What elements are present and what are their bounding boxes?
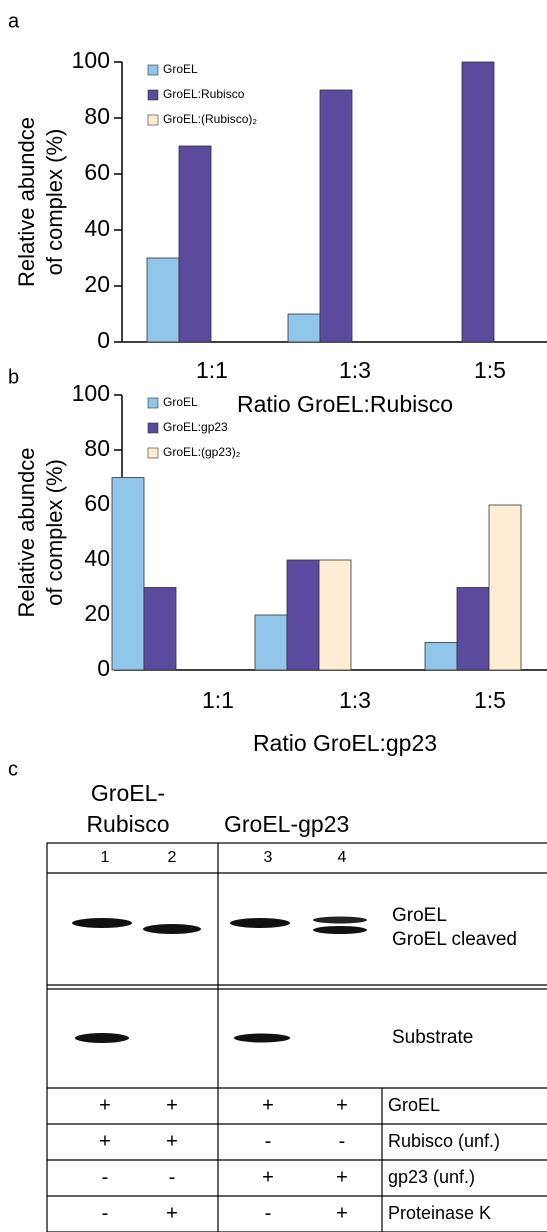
y-tick-label: 0	[97, 327, 110, 353]
bar	[144, 588, 176, 671]
table-cell: +	[262, 1166, 274, 1188]
x-tick-label: 1:1	[202, 687, 234, 713]
legend-label: GroEL:gp23	[163, 420, 228, 434]
legend-label: GroEL	[163, 62, 198, 76]
group-label: Rubisco	[86, 811, 169, 837]
legend-swatch	[148, 115, 158, 125]
legend-label: GroEL:(Rubisco)₂	[163, 112, 257, 126]
row-label: gp23 (unf.)	[388, 1167, 475, 1187]
bar	[288, 314, 320, 342]
legend-swatch	[148, 90, 158, 100]
bar	[425, 643, 457, 671]
group-label: GroEL-	[91, 780, 165, 806]
gel-band	[313, 926, 367, 934]
gel-band	[234, 1034, 290, 1043]
table-cell: +	[166, 1202, 178, 1224]
lane-number: 1	[101, 849, 110, 866]
gel-label: Substrate	[392, 1027, 473, 1048]
x-tick-label: 1:3	[339, 357, 371, 383]
table-cell: -	[265, 1130, 272, 1152]
lane-number: 3	[264, 849, 273, 866]
panel-label: c	[8, 758, 18, 780]
legend-swatch	[148, 423, 158, 433]
lane-number: 2	[168, 849, 177, 866]
row-label: Proteinase K	[388, 1203, 491, 1223]
legend-swatch	[148, 65, 158, 75]
bar	[319, 560, 351, 670]
panel-label: a	[8, 10, 20, 32]
x-tick-label: 1:5	[474, 357, 506, 383]
bar	[457, 588, 489, 671]
table-cell: -	[265, 1202, 272, 1224]
table-cell: -	[339, 1130, 346, 1152]
bar	[147, 258, 179, 342]
gel-band	[75, 1033, 129, 1043]
y-tick-label: 0	[97, 655, 110, 681]
gel-band	[72, 918, 132, 928]
y-tick-label: 20	[84, 271, 110, 297]
legend-swatch	[148, 398, 158, 408]
table-cell: -	[169, 1166, 176, 1188]
table-cell: +	[166, 1130, 178, 1152]
y-tick-label: 80	[84, 103, 110, 129]
legend-label: GroEL	[163, 395, 198, 409]
x-tick-label: 1:5	[474, 687, 506, 713]
bar	[462, 62, 494, 342]
table-cell: +	[336, 1094, 348, 1116]
group-label: GroEL-gp23	[224, 811, 349, 837]
gel-band	[230, 918, 290, 928]
table-cell: -	[102, 1202, 109, 1224]
bar	[287, 560, 319, 670]
x-axis-label: Ratio GroEL:gp23	[253, 730, 437, 756]
bar	[489, 505, 521, 670]
gel-label: GroEL cleaved	[392, 929, 517, 950]
bar	[255, 615, 287, 670]
y-axis-label: Relative abundce	[14, 447, 39, 617]
x-tick-label: 1:3	[339, 687, 371, 713]
legend-label: GroEL:Rubisco	[163, 87, 245, 101]
y-axis-label: of complex (%)	[42, 459, 67, 606]
y-axis-label: Relative abundce	[14, 117, 39, 287]
legend-label: GroEL:(gp23)₂	[163, 445, 241, 459]
row-label: GroEL	[388, 1095, 440, 1115]
table-cell: +	[336, 1166, 348, 1188]
x-axis-label: Ratio GroEL:Rubisco	[237, 391, 453, 417]
table-cell: +	[262, 1094, 274, 1116]
lane-number: 4	[338, 849, 347, 866]
y-tick-label: 100	[72, 380, 110, 406]
y-tick-label: 60	[84, 159, 110, 185]
table-cell: +	[99, 1094, 111, 1116]
y-axis-label: of complex (%)	[42, 129, 67, 276]
y-tick-label: 60	[84, 490, 110, 516]
y-tick-label: 40	[84, 215, 110, 241]
bar	[112, 478, 144, 671]
table-cell: +	[336, 1202, 348, 1224]
x-tick-label: 1:1	[196, 357, 228, 383]
figure: a b c GroEL- Rubisco GroEL-gp23 GroEL Gr…	[0, 0, 547, 1232]
gel-band	[313, 917, 367, 924]
y-tick-label: 100	[72, 47, 110, 73]
y-tick-label: 80	[84, 435, 110, 461]
bar	[179, 146, 211, 342]
panel-label: b	[8, 366, 19, 388]
table-cell: +	[166, 1094, 178, 1116]
bar	[320, 90, 352, 342]
gel-label: GroEL	[392, 905, 447, 926]
gel-band	[143, 924, 201, 934]
legend-swatch	[148, 448, 158, 458]
table-cell: +	[99, 1130, 111, 1152]
row-label: Rubisco (unf.)	[388, 1131, 500, 1151]
y-tick-label: 40	[84, 545, 110, 571]
y-tick-label: 20	[84, 600, 110, 626]
table-cell: -	[102, 1166, 109, 1188]
